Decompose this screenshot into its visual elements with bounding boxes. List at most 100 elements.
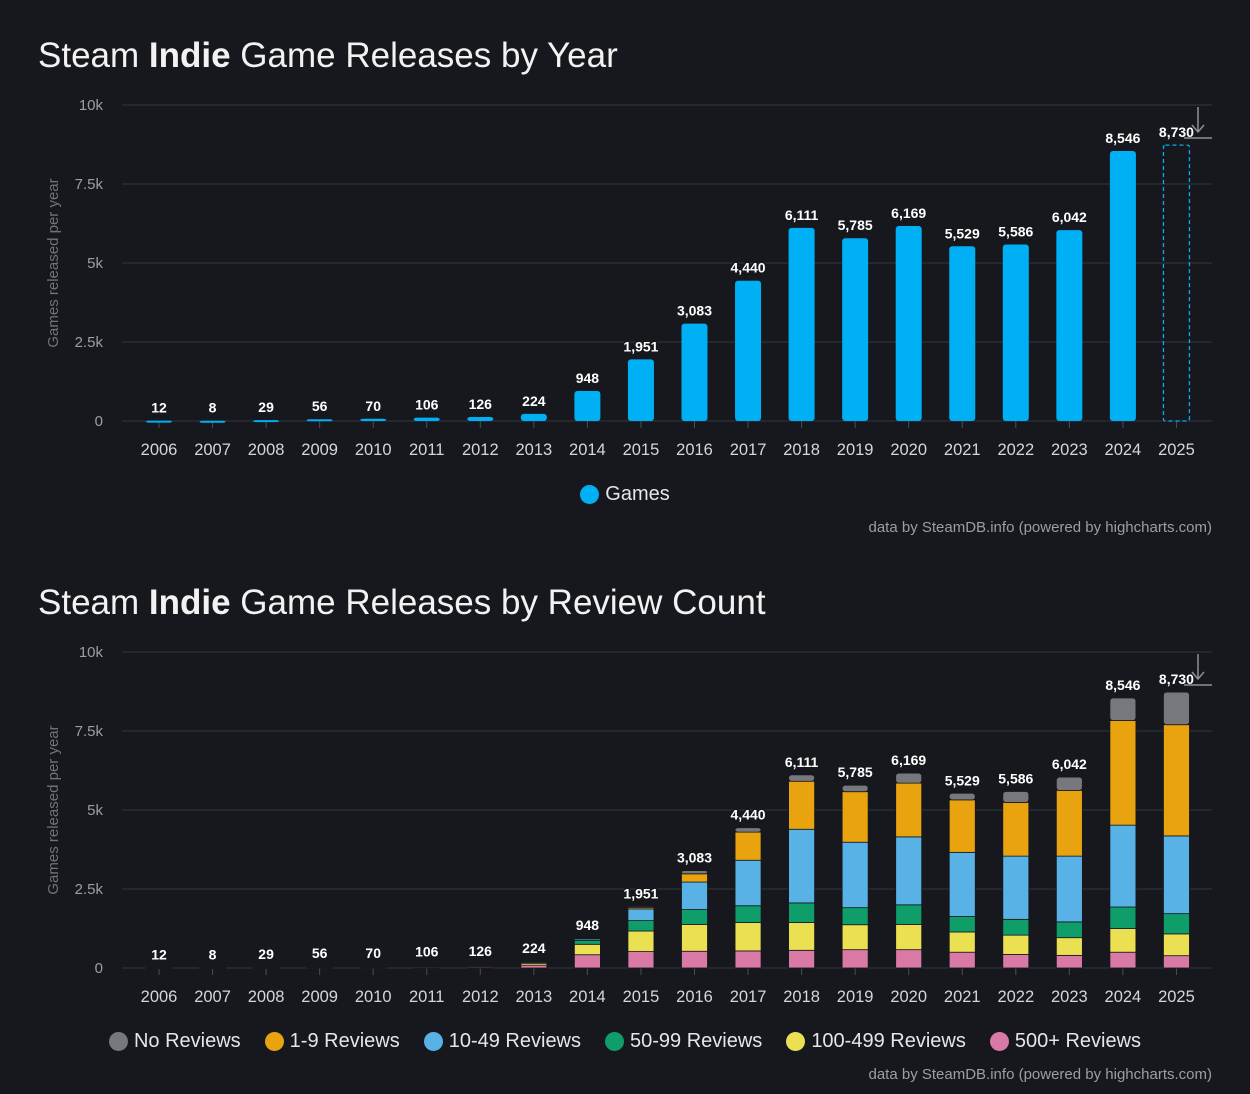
bar-segment bbox=[574, 937, 601, 940]
legend-dot-no-reviews bbox=[108, 1032, 128, 1051]
legend-item-games[interactable]: Games bbox=[580, 483, 670, 506]
data-label: 106 bbox=[415, 944, 439, 960]
bar-segment bbox=[359, 965, 387, 967]
chart2-xtick-label: 2025 bbox=[1158, 988, 1195, 1006]
bar-segment bbox=[1055, 855, 1083, 923]
legend-label-games: Games bbox=[605, 483, 670, 505]
bar-segment bbox=[1109, 720, 1137, 826]
chart2-ytick-label: 0 bbox=[95, 960, 103, 977]
bar bbox=[842, 238, 869, 421]
data-label: 4,440 bbox=[731, 260, 766, 276]
bar bbox=[1002, 244, 1029, 421]
data-label: 126 bbox=[469, 396, 493, 412]
bar bbox=[788, 227, 815, 421]
legend-item-no-reviews[interactable]: No Reviews bbox=[108, 1030, 241, 1053]
chart1-xtick-label: 2008 bbox=[248, 441, 285, 459]
bar-segment bbox=[948, 851, 976, 917]
legend-label-no-reviews: No Reviews bbox=[133, 1030, 241, 1052]
bar-segment bbox=[520, 964, 548, 969]
bar-segment bbox=[681, 909, 708, 925]
bar-segment bbox=[574, 940, 601, 945]
bar-segment bbox=[627, 930, 655, 952]
chart1-xtick-label: 2022 bbox=[997, 441, 1034, 459]
chart1-title: Steam Indie Game Releases by Year bbox=[38, 36, 618, 75]
data-label: 8,546 bbox=[1105, 130, 1140, 146]
bar bbox=[949, 246, 976, 421]
bar bbox=[895, 226, 922, 421]
chart1-xtick-label: 2010 bbox=[355, 441, 392, 459]
bar-segment bbox=[1002, 855, 1030, 920]
chart2-legend: No Reviews 1-9 Reviews 10-49 Reviews 50-… bbox=[0, 1030, 1250, 1053]
chart1-xtick-label: 2017 bbox=[730, 441, 767, 459]
legend-item-500-plus-reviews[interactable]: 500+ Reviews bbox=[989, 1030, 1141, 1053]
legend-label-100-499-reviews: 100-499 Reviews bbox=[811, 1030, 966, 1052]
legend-item-1-9-reviews[interactable]: 1-9 Reviews bbox=[264, 1030, 400, 1053]
bar bbox=[1056, 230, 1083, 421]
legend-item-10-49-reviews[interactable]: 10-49 Reviews bbox=[423, 1030, 581, 1053]
bar-segment bbox=[627, 920, 655, 932]
bar-segment bbox=[627, 951, 655, 969]
bar bbox=[681, 323, 708, 421]
data-label: 5,529 bbox=[945, 225, 980, 241]
chart2-title: Steam Indie Game Releases by Review Coun… bbox=[38, 583, 766, 622]
data-label: 5,586 bbox=[998, 223, 1033, 239]
bar-segment bbox=[734, 922, 762, 952]
bar-segment bbox=[895, 904, 923, 925]
chart2-xtick-label: 2007 bbox=[194, 988, 231, 1006]
chart2-credit[interactable]: data by SteamDB.info (powered by highcha… bbox=[868, 1066, 1213, 1083]
legend-item-50-99-reviews[interactable]: 50-99 Reviews bbox=[605, 1030, 762, 1053]
bar-segment bbox=[841, 949, 869, 969]
data-label: 6,042 bbox=[1052, 756, 1087, 772]
chart2-xtick-label: 2008 bbox=[248, 988, 285, 1006]
chart1-xtick-label: 2014 bbox=[569, 441, 606, 459]
legend-dot-1-9-reviews bbox=[264, 1032, 284, 1051]
data-label: 1,951 bbox=[623, 338, 658, 354]
chart1-xtick-label: 2009 bbox=[301, 441, 338, 459]
data-label: 126 bbox=[469, 943, 493, 959]
bar-segment bbox=[1109, 928, 1137, 953]
data-label: 6,111 bbox=[785, 754, 819, 770]
bar-segment bbox=[948, 792, 976, 801]
bar-segment bbox=[1163, 913, 1190, 935]
data-label: 12 bbox=[151, 947, 167, 963]
bar-segment bbox=[841, 841, 869, 909]
chart2-xtick-label: 2015 bbox=[623, 988, 660, 1006]
chart1-xtick-label: 2013 bbox=[515, 441, 552, 459]
data-label: 8,546 bbox=[1105, 677, 1140, 693]
chart1-credit[interactable]: data by SteamDB.info (powered by highcha… bbox=[868, 519, 1213, 536]
bar bbox=[253, 420, 280, 423]
bar-segment bbox=[734, 950, 762, 969]
chart2-xtick-label: 2014 bbox=[569, 988, 606, 1006]
bar-segment bbox=[1163, 691, 1190, 726]
bar bbox=[1109, 150, 1136, 421]
data-label: 3,083 bbox=[677, 303, 712, 319]
download-icon[interactable] bbox=[1184, 107, 1212, 139]
data-label: 6,169 bbox=[891, 752, 926, 768]
legend-dot-games bbox=[580, 485, 600, 504]
bar-segment bbox=[895, 949, 923, 969]
data-label: 4,440 bbox=[731, 807, 766, 823]
data-label: 3,083 bbox=[677, 850, 712, 866]
legend-label-1-9-reviews: 1-9 Reviews bbox=[289, 1030, 400, 1052]
bar bbox=[360, 418, 387, 421]
data-label: 5,785 bbox=[838, 217, 873, 233]
chart2-xtick-label: 2011 bbox=[409, 988, 444, 1006]
data-label: 70 bbox=[365, 945, 381, 961]
bar-segment bbox=[681, 950, 708, 969]
bar-segment bbox=[413, 964, 441, 966]
bar-segment bbox=[1109, 697, 1137, 721]
bar-segment bbox=[734, 827, 762, 833]
chart1-xtick-label: 2015 bbox=[623, 441, 660, 459]
data-label: 5,586 bbox=[998, 770, 1033, 786]
chart1-xtick-label: 2011 bbox=[409, 441, 444, 459]
chart1-xtick-label: 2018 bbox=[783, 441, 820, 459]
bar-segment bbox=[841, 791, 869, 843]
data-label: 8,730 bbox=[1159, 671, 1194, 687]
download-icon[interactable] bbox=[1184, 654, 1212, 686]
bar bbox=[306, 419, 333, 422]
bar-segment bbox=[895, 836, 923, 906]
data-label: 5,785 bbox=[838, 764, 873, 780]
bar-segment bbox=[1055, 937, 1083, 956]
chart1-ytick-label: 2.5k bbox=[75, 334, 104, 351]
legend-item-100-499-reviews[interactable]: 100-499 Reviews bbox=[786, 1030, 966, 1053]
